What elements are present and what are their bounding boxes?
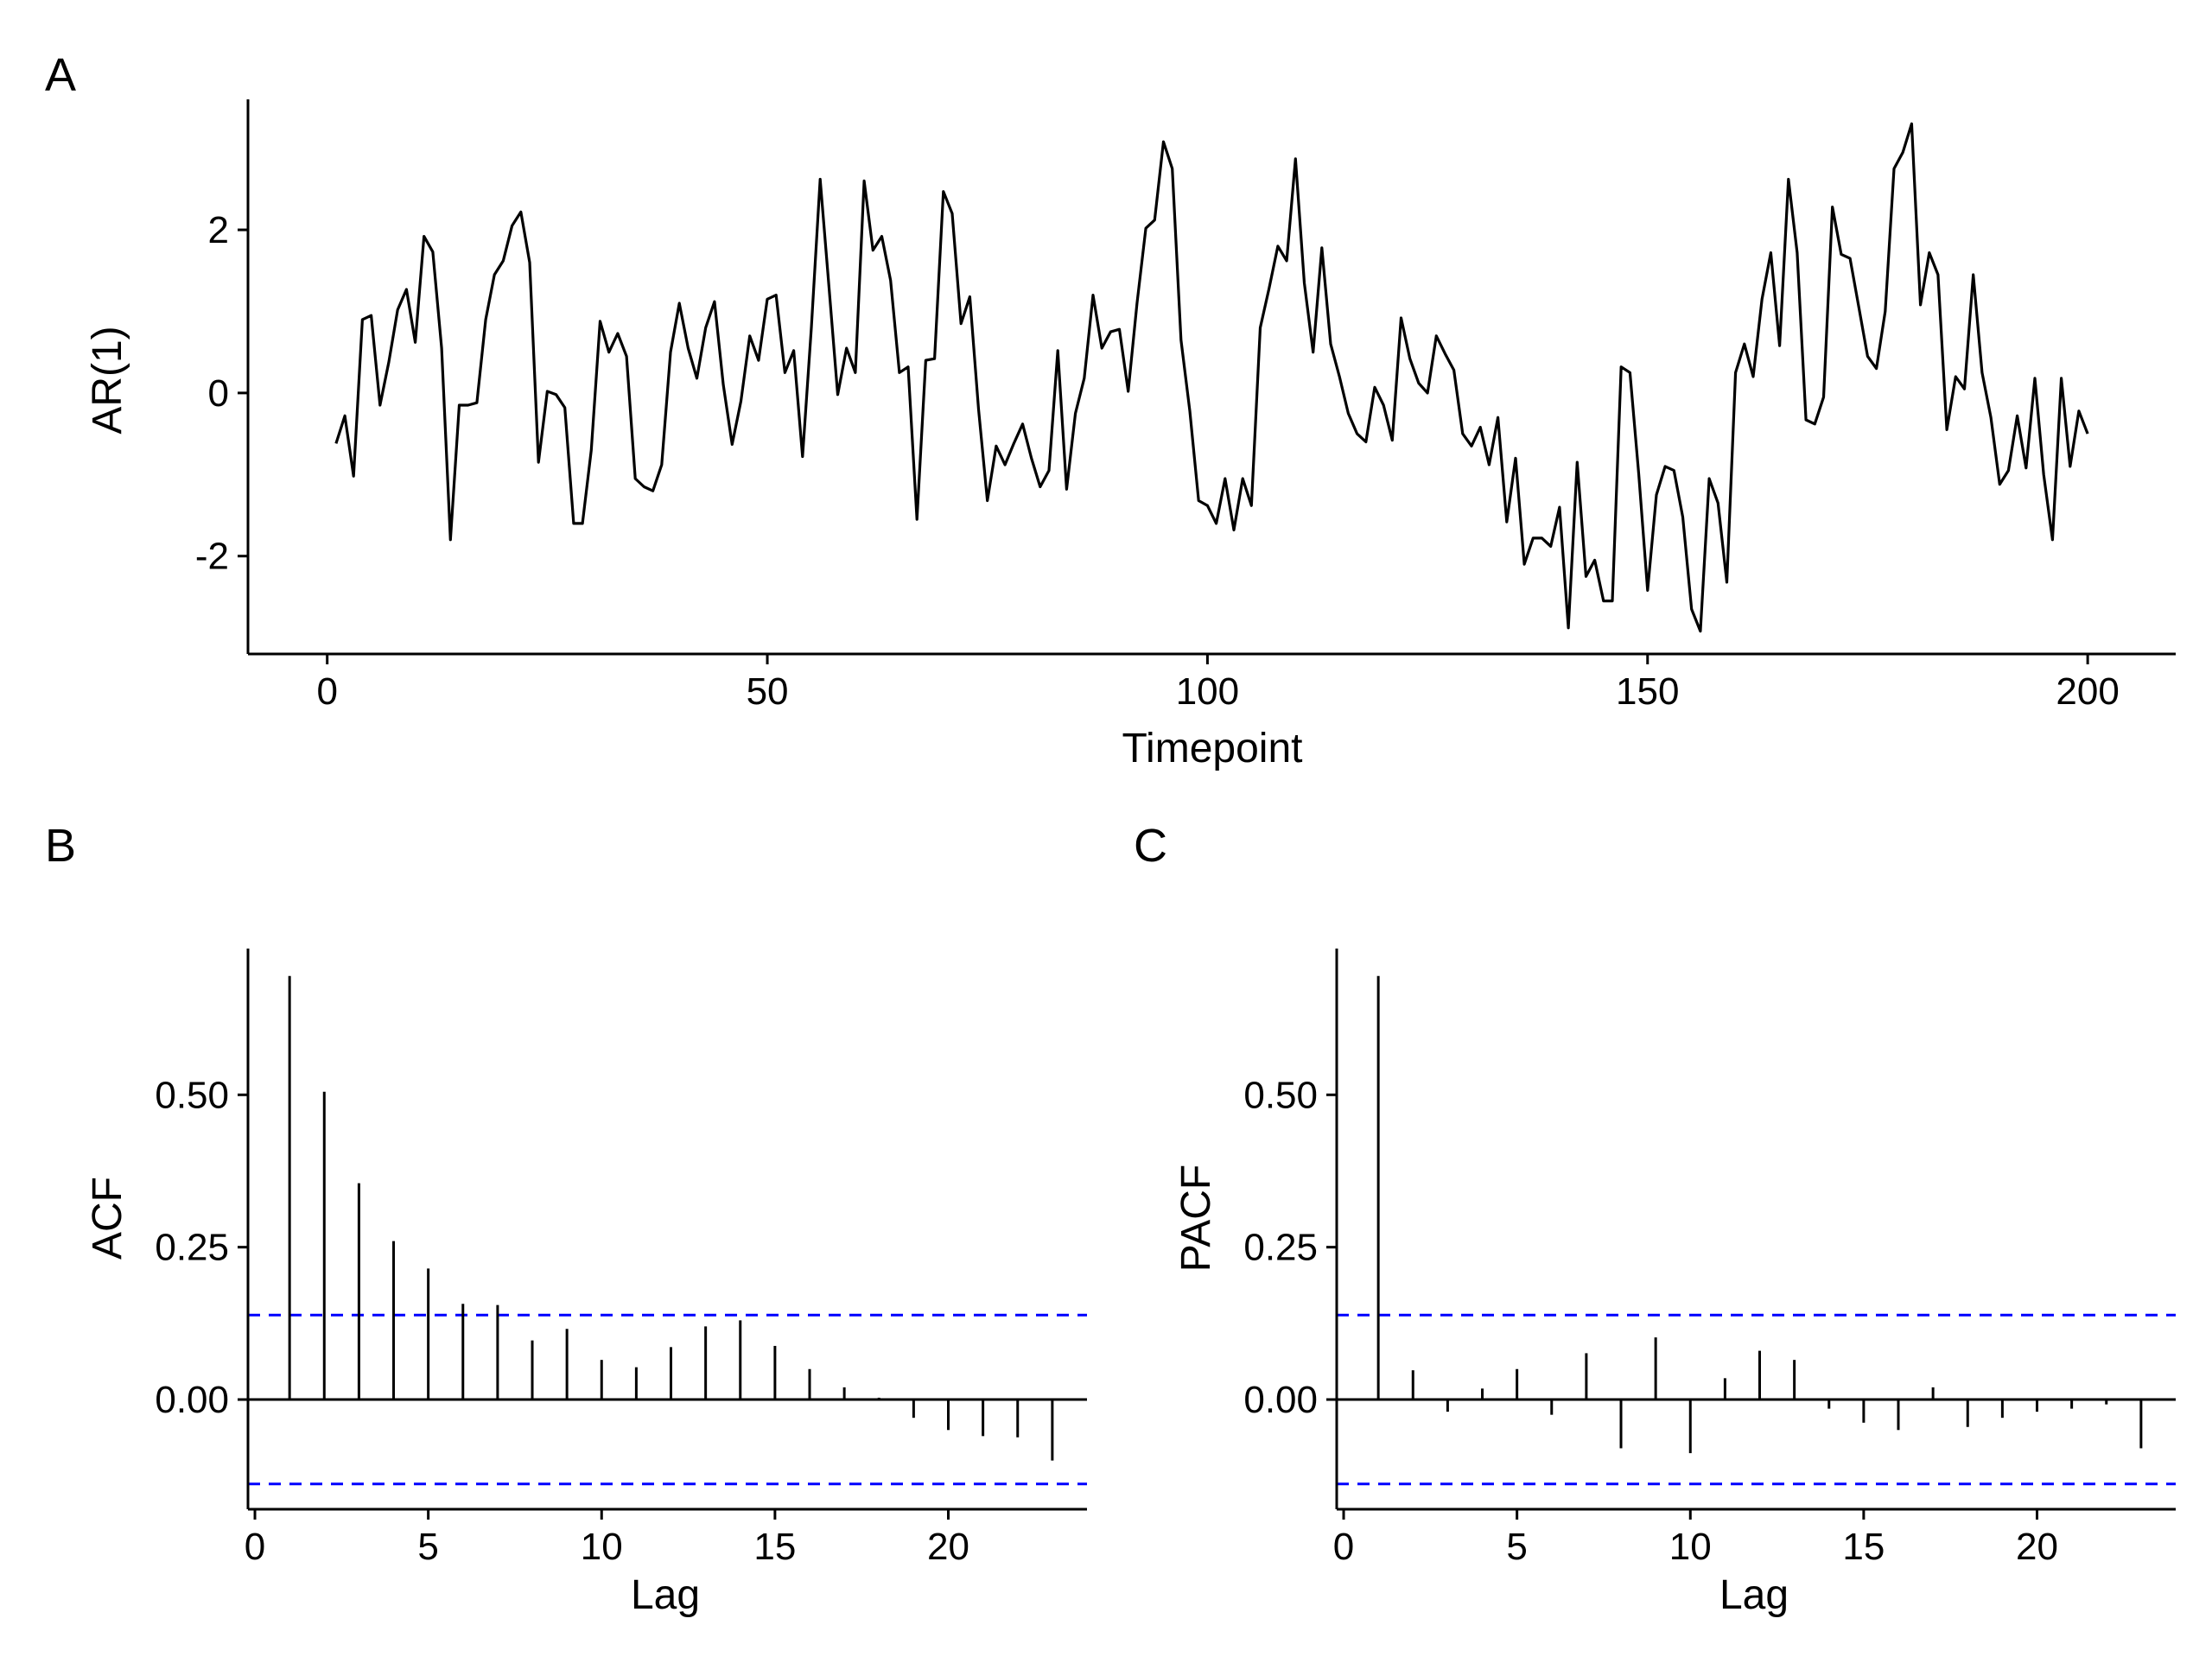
panel-b-label: B — [45, 820, 76, 872]
panel-c-x-axis-title: Lag — [1719, 1572, 1789, 1618]
panel-c-marks — [1337, 975, 2176, 1486]
panel-a-x-tick-label: 150 — [1616, 670, 1679, 713]
panel-a-x-tick-label: 50 — [747, 670, 789, 713]
panel-a-x-axis-title: Timepoint — [1122, 726, 1303, 771]
panel-b-y-tick-label: 0.50 — [155, 1074, 229, 1116]
panel-a-y-axis-title: AR(1) — [85, 326, 130, 434]
panel-a-x-tick-label: 0 — [316, 670, 337, 713]
panel-c-label: C — [1134, 820, 1167, 872]
panel-c-axes: 0 5 10 15 20 0.00 0.25 0.50 — [1243, 949, 2176, 1568]
panel-a-y-tick-label: 0 — [208, 372, 229, 415]
panel-a-y-tick-label: -2 — [195, 536, 229, 578]
panel-c-x-tick-label: 10 — [1669, 1526, 1712, 1568]
panel-c-x-tick-label: 5 — [1506, 1526, 1527, 1568]
panel-c-y-tick-label: 0.50 — [1243, 1074, 1318, 1116]
panel-b-y-tick-label: 0.25 — [155, 1227, 229, 1269]
panel-c-y-tick-label: 0.00 — [1243, 1379, 1318, 1421]
panel-b-axes: 0 5 10 15 20 0.00 0.25 0.50 — [155, 949, 1087, 1568]
panel-b-y-axis-title: ACF — [85, 1177, 130, 1260]
panel-a-series-line — [334, 122, 2089, 633]
panel-b-x-tick-label: 20 — [927, 1526, 969, 1568]
panel-b-y-tick-label: 0.00 — [155, 1379, 229, 1421]
panel-c-y-tick-label: 0.25 — [1243, 1227, 1318, 1269]
panel-b-x-tick-label: 5 — [417, 1526, 438, 1568]
panel-a-y-tick-label: 2 — [208, 209, 229, 251]
panel-c-y-axis-title: PACF — [1173, 1165, 1219, 1272]
panel-b-x-axis-title: Lag — [631, 1572, 700, 1618]
panel-b-marks — [248, 975, 1087, 1486]
panel-b-x-tick-label: 10 — [581, 1526, 623, 1568]
panel-b-x-tick-label: 0 — [245, 1526, 265, 1568]
panel-a-line-chart: A 0 50 100 150 200 -2 0 2 Timepoint AR(1) — [45, 49, 2176, 771]
panel-c-pacf-chart: C 0 5 10 15 20 0.00 0.25 0.50 Lag PACF — [1134, 820, 2176, 1618]
panel-a-x-tick-label: 200 — [2056, 670, 2119, 713]
panel-a-label: A — [45, 49, 76, 101]
panel-b-acf-chart: B 0 5 10 15 20 0.00 0.25 0.50 Lag ACF — [45, 820, 1087, 1618]
panel-c-x-tick-label: 0 — [1333, 1526, 1354, 1568]
panel-a-axes: 0 50 100 150 200 -2 0 2 — [195, 99, 2176, 713]
panel-a-marks — [334, 122, 2089, 633]
panel-c-x-tick-label: 20 — [2016, 1526, 2058, 1568]
panel-a-x-tick-label: 100 — [1176, 670, 1239, 713]
panel-c-x-tick-label: 15 — [1842, 1526, 1885, 1568]
panel-b-x-tick-label: 15 — [753, 1526, 796, 1568]
